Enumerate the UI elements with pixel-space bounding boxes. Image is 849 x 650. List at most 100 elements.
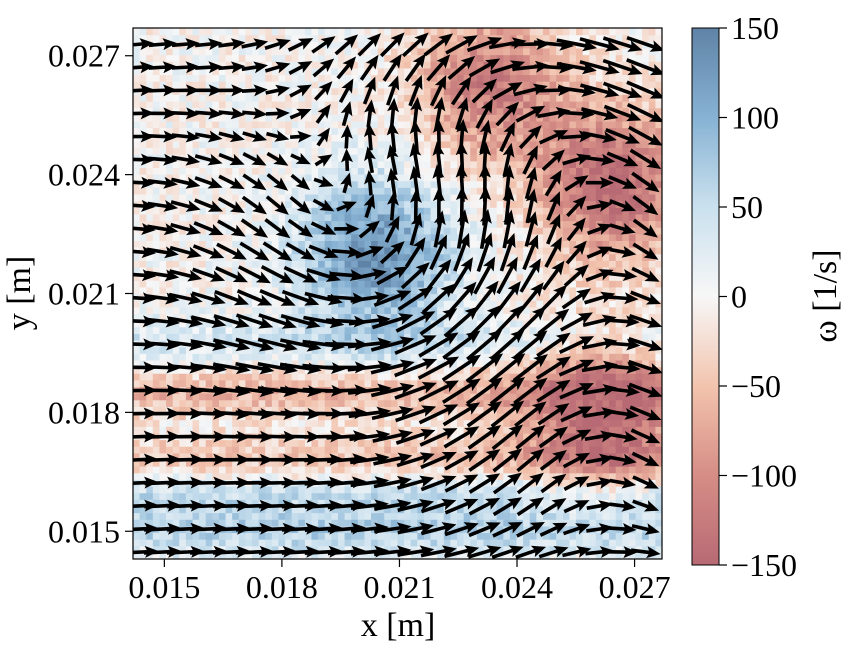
vorticity-cell bbox=[218, 326, 227, 334]
vorticity-cell bbox=[384, 193, 392, 202]
vorticity-cell bbox=[457, 286, 465, 295]
vorticity-cell bbox=[457, 74, 465, 82]
vorticity-cell bbox=[133, 399, 141, 407]
vorticity-cell bbox=[218, 74, 227, 82]
vorticity-cell bbox=[523, 233, 531, 241]
vorticity-cell bbox=[397, 306, 405, 315]
vorticity-cell bbox=[496, 54, 504, 62]
vorticity-cell bbox=[384, 54, 392, 62]
vorticity-cell bbox=[225, 399, 233, 407]
vorticity-cell bbox=[390, 446, 399, 454]
vorticity-cell bbox=[139, 120, 147, 129]
vorticity-cell bbox=[357, 266, 366, 275]
vorticity-cell bbox=[390, 227, 399, 235]
vorticity-cell bbox=[318, 459, 326, 467]
vorticity-cell bbox=[271, 180, 280, 188]
vorticity-cell bbox=[185, 167, 194, 175]
vorticity-cell bbox=[185, 373, 194, 381]
vorticity-cell bbox=[430, 293, 438, 301]
vorticity-cell bbox=[377, 519, 385, 527]
vorticity-cell bbox=[404, 114, 412, 122]
vorticity-cell bbox=[516, 479, 524, 487]
vorticity-cell bbox=[397, 213, 405, 222]
vorticity-cell bbox=[476, 532, 485, 540]
vorticity-cell bbox=[245, 54, 253, 62]
vorticity-cell bbox=[490, 386, 498, 394]
vorticity-cell bbox=[371, 492, 379, 500]
vorticity-cell bbox=[344, 187, 352, 195]
vorticity-cell bbox=[212, 532, 220, 540]
vorticity-cell bbox=[364, 492, 372, 500]
vorticity-cell bbox=[318, 472, 326, 480]
vorticity-cell bbox=[351, 120, 359, 129]
vorticity-cell bbox=[245, 28, 253, 36]
vorticity-cell bbox=[291, 147, 299, 155]
vorticity-cell bbox=[490, 393, 498, 401]
vorticity-cell bbox=[133, 160, 141, 168]
vorticity-cell bbox=[225, 346, 233, 354]
vorticity-cell bbox=[542, 492, 551, 500]
vorticity-cell bbox=[331, 399, 339, 407]
vorticity-cell bbox=[371, 539, 379, 547]
vorticity-cell bbox=[212, 393, 220, 401]
vorticity-cell bbox=[536, 280, 544, 288]
vorticity-cell bbox=[516, 472, 524, 480]
vorticity-cell bbox=[192, 419, 200, 427]
vorticity-cell bbox=[146, 532, 154, 540]
vorticity-cell bbox=[430, 74, 438, 82]
vorticity-cell bbox=[509, 273, 518, 281]
vorticity-cell bbox=[199, 260, 207, 268]
vorticity-cell bbox=[457, 472, 465, 480]
vorticity-cell bbox=[324, 459, 332, 467]
vorticity-cell bbox=[199, 220, 207, 228]
vorticity-cell bbox=[430, 519, 438, 527]
vorticity-cell bbox=[159, 147, 167, 155]
vorticity-cell bbox=[476, 353, 485, 361]
vorticity-cell bbox=[357, 333, 366, 341]
vorticity-cell bbox=[377, 101, 385, 109]
vorticity-cell bbox=[238, 154, 247, 162]
vorticity-cell bbox=[245, 34, 253, 42]
vorticity-cell bbox=[311, 492, 319, 500]
vorticity-cell bbox=[377, 326, 385, 334]
vorticity-cell bbox=[384, 346, 392, 354]
vorticity-cell bbox=[278, 552, 286, 559]
vorticity-cell bbox=[496, 74, 504, 82]
vorticity-cell bbox=[304, 247, 313, 255]
vorticity-cell bbox=[185, 426, 194, 434]
vorticity-cell bbox=[304, 532, 313, 540]
vorticity-cell bbox=[417, 174, 425, 182]
vorticity-cell bbox=[357, 61, 366, 69]
vorticity-cell bbox=[443, 492, 451, 500]
vorticity-cell bbox=[199, 160, 207, 168]
vorticity-cell bbox=[205, 545, 213, 553]
vorticity-cell bbox=[523, 339, 531, 348]
vorticity-cell bbox=[483, 300, 491, 308]
vorticity-cell bbox=[159, 94, 167, 102]
vorticity-cell bbox=[357, 87, 366, 95]
vorticity-cell bbox=[205, 452, 213, 461]
vorticity-cell bbox=[271, 419, 280, 427]
vorticity-cell bbox=[430, 439, 438, 447]
vorticity-cell bbox=[384, 505, 392, 514]
vorticity-cell bbox=[152, 233, 161, 241]
vorticity-cell bbox=[410, 326, 418, 334]
vorticity-cell bbox=[152, 359, 161, 368]
vorticity-cell bbox=[377, 193, 385, 202]
vorticity-cell bbox=[179, 180, 187, 188]
vorticity-cell bbox=[245, 346, 253, 354]
vorticity-cell bbox=[503, 466, 511, 474]
vorticity-cell bbox=[159, 485, 167, 494]
vorticity-cell bbox=[397, 260, 405, 268]
vorticity-cell bbox=[225, 34, 233, 42]
vorticity-cell bbox=[311, 167, 319, 175]
vorticity-cell bbox=[271, 512, 280, 520]
vorticity-cell bbox=[271, 127, 280, 135]
vorticity-cell bbox=[483, 134, 491, 142]
vorticity-cell bbox=[483, 379, 491, 388]
vorticity-cell bbox=[523, 545, 531, 553]
vorticity-cell bbox=[523, 346, 531, 354]
vorticity-cell bbox=[179, 273, 187, 281]
vorticity-cell bbox=[417, 333, 425, 341]
vorticity-cell bbox=[529, 140, 537, 149]
